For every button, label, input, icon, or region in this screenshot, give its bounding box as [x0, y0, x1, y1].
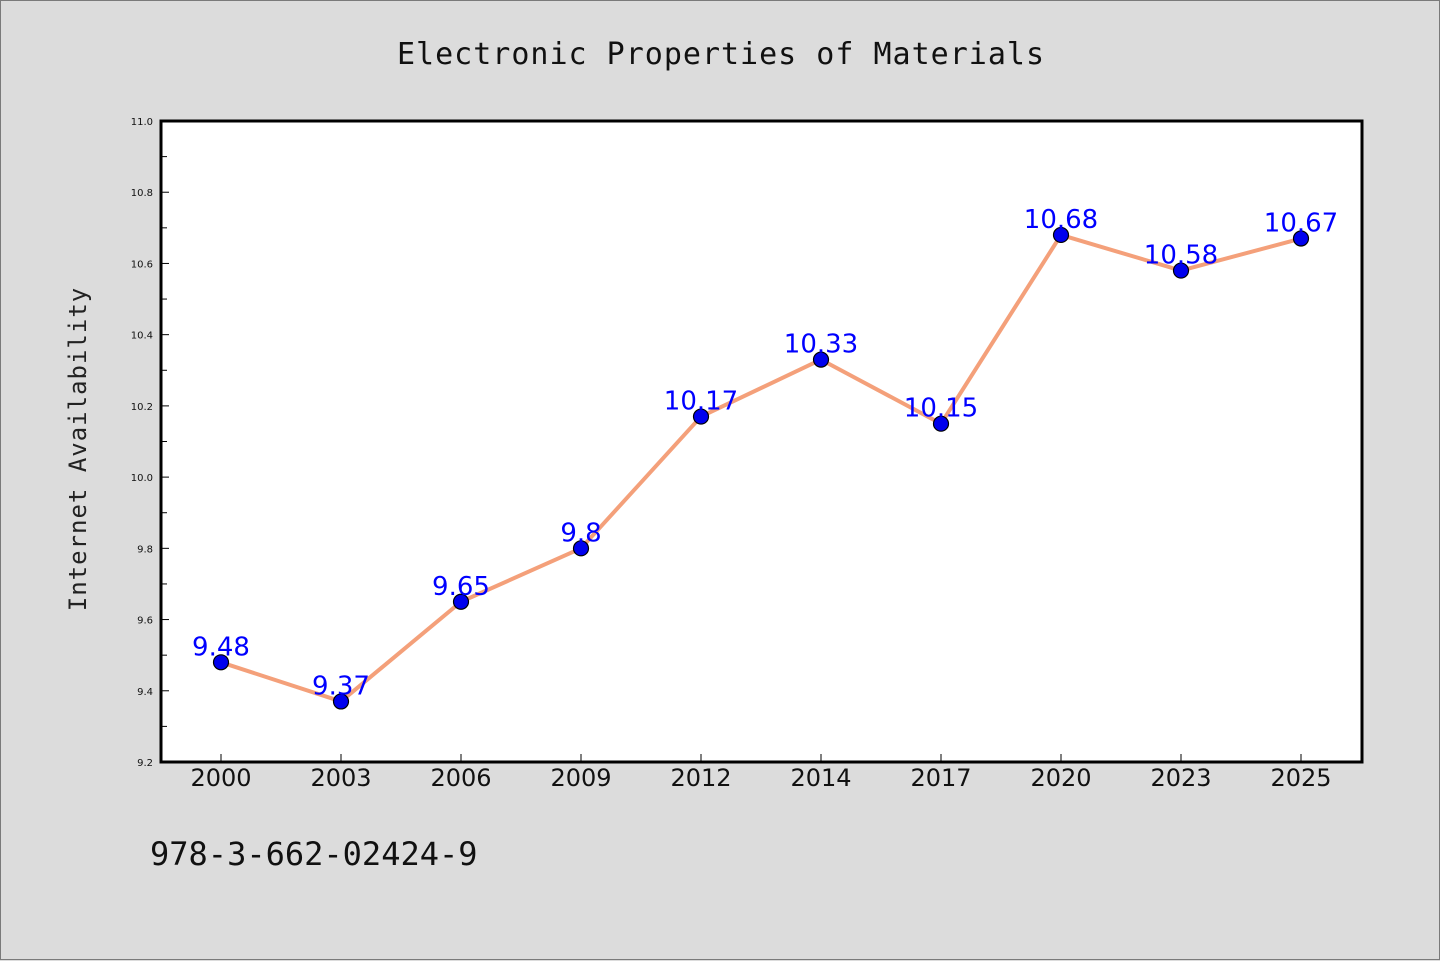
footer-isbn: 978-3-662-02424-9 [150, 835, 478, 873]
chart-title: Electronic Properties of Materials [397, 37, 1045, 72]
y-tick-label: 11.0 [131, 117, 153, 128]
data-point [812, 351, 830, 368]
y-axis: 9.2 9.4 9.6 9.8 10.0 10.2 10.4 10.6 10.8 11.0 [131, 117, 169, 769]
x-tick-label: 2017 [910, 764, 971, 792]
data-label: 9.37 [312, 671, 370, 701]
data-label: 10.67 [1264, 209, 1338, 239]
series-group [219, 232, 1303, 704]
data-point [1292, 230, 1310, 247]
x-tick-label: 2009 [550, 764, 611, 792]
y-tick-label: 9.2 [137, 758, 153, 769]
data-label: 10.15 [904, 394, 978, 424]
y-tick-label: 10.2 [131, 402, 153, 413]
data-label: 9.48 [192, 632, 250, 662]
y-tick-label: 10.4 [131, 331, 153, 342]
x-tick-label: 2025 [1270, 764, 1331, 792]
markers-group [212, 226, 1310, 710]
plot-area [161, 121, 1362, 762]
x-axis: 2000 2003 2006 2009 2012 2014 2017 2020 2023 2025 [190, 754, 1332, 792]
y-tick-label: 9.8 [137, 544, 153, 555]
y-tick-label: 10.8 [131, 188, 153, 199]
data-label: 10.68 [1024, 205, 1098, 235]
x-tick-label: 2000 [190, 764, 251, 792]
data-point [932, 415, 950, 432]
data-labels-group: 9.48 9.37 9.65 9.8 10.17 10.33 10.15 10.68 10.58… [192, 205, 1338, 702]
data-point [332, 693, 350, 710]
data-label: 9.8 [560, 518, 601, 548]
data-label: 10.33 [784, 330, 858, 360]
x-tick-label: 2006 [430, 764, 491, 792]
data-point [1172, 262, 1190, 279]
y-tick-label: 10.6 [131, 259, 153, 270]
y-tick-label: 9.4 [137, 687, 153, 698]
data-point [572, 540, 590, 557]
data-label: 10.17 [664, 387, 738, 417]
x-tick-label: 2014 [790, 764, 851, 792]
series-line [219, 232, 1303, 704]
plot-frame [159, 119, 1364, 764]
y-tick-label: 10.0 [131, 473, 153, 484]
x-tick-label: 2023 [1150, 764, 1211, 792]
data-label: 10.58 [1144, 241, 1218, 271]
x-tick-label: 2012 [670, 764, 731, 792]
y-axis-label: Internet Availability [64, 287, 92, 611]
data-point [452, 593, 470, 610]
y-tick-label: 9.6 [137, 616, 153, 627]
x-tick-label: 2020 [1030, 764, 1091, 792]
x-tick-label: 2003 [310, 764, 371, 792]
data-point [212, 654, 230, 671]
data-point [692, 408, 710, 425]
data-point [1052, 226, 1070, 244]
data-label: 9.65 [432, 572, 490, 602]
